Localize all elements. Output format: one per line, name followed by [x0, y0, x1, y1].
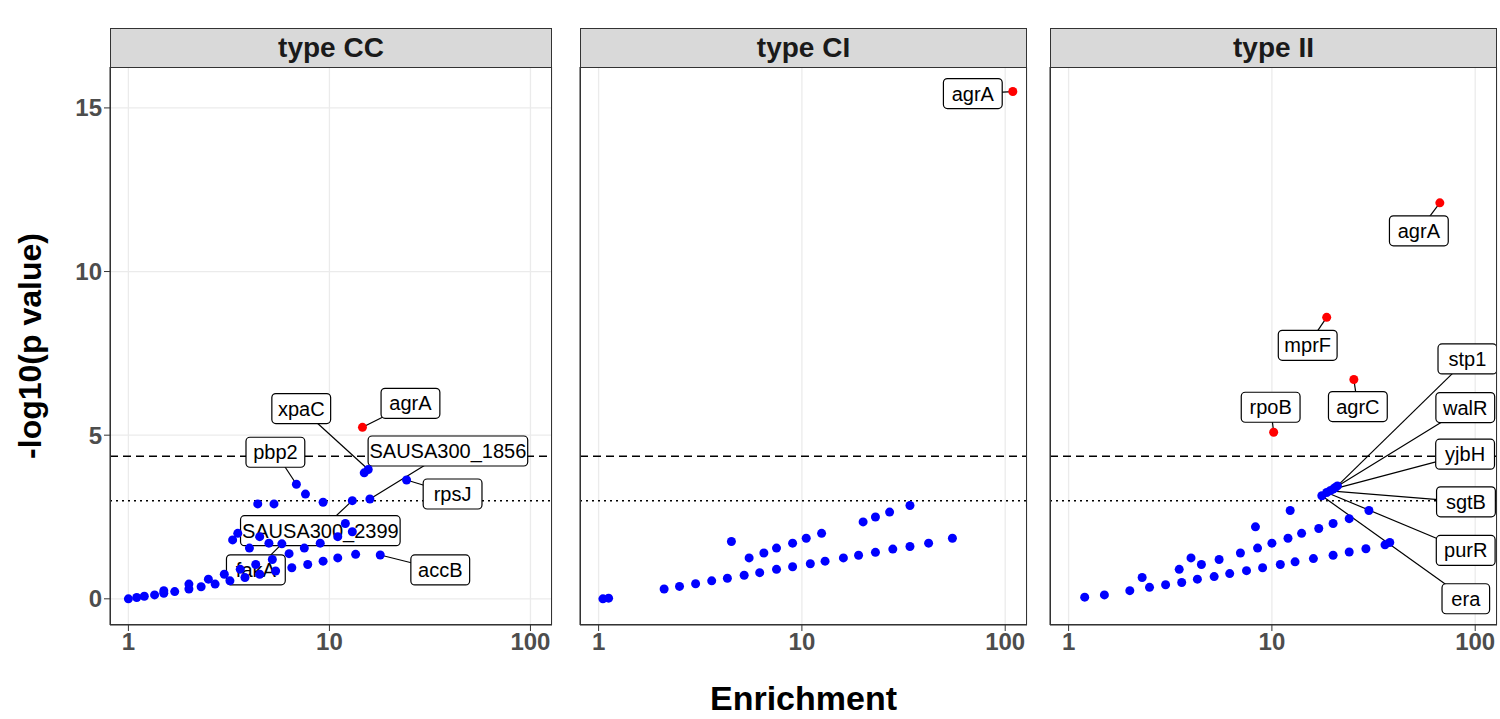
svg-text:xpaC: xpaC: [278, 398, 325, 420]
svg-text:100: 100: [985, 628, 1025, 655]
svg-text:purR: purR: [1444, 539, 1487, 561]
svg-text:rpsJ: rpsJ: [434, 483, 472, 505]
svg-text:10: 10: [75, 258, 102, 285]
svg-text:1: 1: [122, 628, 135, 655]
svg-text:sgtB: sgtB: [1446, 491, 1486, 513]
svg-text:pbp2: pbp2: [253, 441, 298, 463]
svg-text:15: 15: [75, 94, 102, 121]
svg-text:SAUSA300_2399: SAUSA300_2399: [241, 519, 399, 542]
svg-text:agrA: agrA: [952, 83, 995, 105]
svg-text:100: 100: [510, 628, 550, 655]
html-text:type CI: type CI: [756, 32, 851, 63]
svg-text:accB: accB: [418, 559, 462, 581]
html-text:type CC: type CC: [278, 32, 384, 63]
svg-text:10: 10: [1259, 628, 1286, 655]
svg-text:agrA: agrA: [1398, 220, 1441, 242]
svg-text:yjbH: yjbH: [1445, 443, 1485, 465]
svg-text:era: era: [1451, 588, 1481, 610]
svg-text:1: 1: [592, 628, 605, 655]
svg-text:agrC: agrC: [1336, 396, 1379, 418]
svg-text:rpoB: rpoB: [1250, 396, 1292, 418]
svg-text:5: 5: [89, 422, 102, 449]
svg-text:1: 1: [1062, 628, 1075, 655]
svg-text:10: 10: [789, 628, 816, 655]
svg-text:stp1: stp1: [1449, 348, 1487, 370]
svg-text:100: 100: [1455, 628, 1492, 655]
svg-text:0: 0: [89, 585, 102, 612]
html-text:type II: type II: [1233, 32, 1314, 63]
svg-text:fakA: fakA: [235, 558, 276, 581]
svg-text:walR: walR: [1442, 397, 1487, 419]
svg-text:10: 10: [316, 628, 343, 655]
svg-text:mprF: mprF: [1284, 334, 1331, 356]
html-text:Enrichment: Enrichment: [710, 679, 897, 717]
svg-text:agrA: agrA: [389, 392, 432, 414]
html-text:-log10(p value): -log10(p value): [12, 233, 48, 459]
svg-text:SAUSA300_1856: SAUSA300_1856: [370, 440, 527, 463]
